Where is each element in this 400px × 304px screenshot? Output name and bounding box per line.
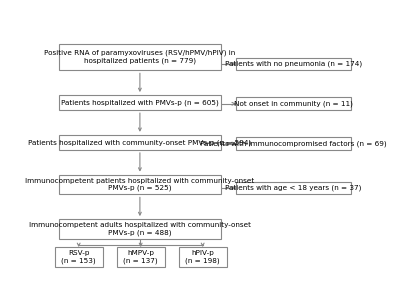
Text: Not onset in community (n = 11): Not onset in community (n = 11) [234, 101, 353, 107]
FancyBboxPatch shape [59, 219, 220, 239]
FancyBboxPatch shape [236, 57, 351, 71]
Text: Patients with no pneumonia (n = 174): Patients with no pneumonia (n = 174) [225, 61, 362, 67]
FancyBboxPatch shape [59, 95, 220, 110]
Text: Patients with age < 18 years (n = 37): Patients with age < 18 years (n = 37) [225, 185, 362, 191]
FancyBboxPatch shape [179, 247, 227, 267]
Text: Patients with immunocompromised factors (n = 69): Patients with immunocompromised factors … [200, 140, 387, 147]
Text: hPIV-p
(n = 198): hPIV-p (n = 198) [185, 250, 220, 264]
FancyBboxPatch shape [117, 247, 165, 267]
Text: Patients hospitalized with community-onset PMVs-p (n = 594): Patients hospitalized with community-ons… [28, 139, 252, 146]
Text: RSV-p
(n = 153): RSV-p (n = 153) [61, 250, 96, 264]
Text: Positive RNA of paramyxoviruses (RSV/hPMV/hPIV) in
hospitalized patients (n = 77: Positive RNA of paramyxoviruses (RSV/hPM… [44, 50, 236, 64]
Text: hMPV-p
(n = 137): hMPV-p (n = 137) [123, 250, 158, 264]
FancyBboxPatch shape [59, 135, 220, 150]
FancyBboxPatch shape [59, 174, 220, 195]
FancyBboxPatch shape [236, 137, 351, 150]
FancyBboxPatch shape [59, 43, 220, 71]
Text: Immunocompetent adults hospitalized with community-onset
PMVs-p (n = 488): Immunocompetent adults hospitalized with… [29, 222, 251, 236]
FancyBboxPatch shape [55, 247, 103, 267]
FancyBboxPatch shape [236, 181, 351, 195]
FancyBboxPatch shape [236, 97, 351, 110]
Text: Immunocompetent patients hospitalized with community-onset
PMVs-p (n = 525): Immunocompetent patients hospitalized wi… [25, 178, 254, 191]
Text: Patients hospitalized with PMVs-p (n = 605): Patients hospitalized with PMVs-p (n = 6… [61, 99, 219, 106]
